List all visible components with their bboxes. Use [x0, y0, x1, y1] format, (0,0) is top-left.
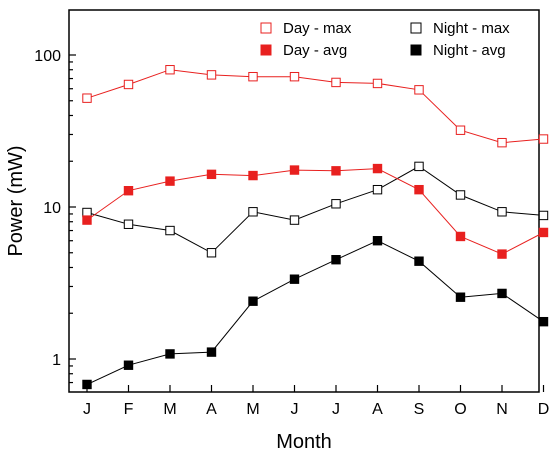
x-tick-label: N — [496, 401, 508, 418]
data-point — [538, 316, 549, 327]
data-point — [289, 165, 300, 175]
legend-label: Night - avg — [433, 42, 506, 59]
y-tick-label: 1 — [52, 352, 61, 369]
data-point — [538, 134, 549, 144]
series-line — [86, 168, 544, 255]
y-axis-label: Power (mW) — [5, 145, 27, 256]
data-point — [497, 288, 507, 299]
legend-label: Day - avg — [283, 42, 347, 59]
x-axis-label: Month — [276, 431, 332, 453]
data-point — [497, 137, 507, 148]
legend: Day - max Night - max Day - avg Night - avg — [260, 20, 510, 59]
legend-marker — [260, 44, 272, 56]
data-point — [497, 207, 507, 217]
data-point — [248, 170, 258, 181]
legend-marker — [410, 22, 422, 34]
series-1 — [82, 161, 549, 258]
series-0 — [82, 65, 549, 148]
data-point — [331, 255, 341, 265]
x-tick-label: J — [332, 401, 340, 418]
data-point — [206, 248, 217, 258]
data-point — [414, 256, 424, 266]
data-point — [123, 219, 134, 229]
data-point — [123, 79, 134, 90]
data-point — [414, 184, 424, 195]
legend-label: Night - max — [433, 20, 510, 37]
data-point — [455, 125, 466, 135]
data-point — [414, 161, 424, 172]
y-axis: 1 10 100 — [34, 48, 76, 384]
data-point — [82, 379, 92, 390]
data-point — [248, 71, 258, 82]
data-point — [455, 231, 466, 242]
data-point — [165, 65, 175, 75]
data-point — [372, 184, 383, 195]
x-tick-label: A — [206, 401, 217, 418]
data-point — [165, 176, 175, 186]
data-point — [372, 78, 383, 89]
series-2 — [82, 163, 549, 259]
data-point — [414, 85, 424, 95]
data-point — [331, 166, 341, 176]
series-line — [86, 240, 544, 385]
data-point — [82, 93, 92, 103]
data-point — [455, 190, 466, 200]
data-point — [372, 163, 383, 174]
series-line — [86, 69, 544, 144]
data-point — [372, 236, 383, 246]
data-point — [248, 207, 258, 217]
data-point — [538, 210, 549, 221]
y-tick-label: 100 — [34, 48, 61, 65]
data-point — [206, 70, 217, 80]
data-point — [82, 215, 92, 225]
data-point — [123, 186, 134, 196]
y-tick-label: 10 — [43, 200, 61, 217]
x-tick-label: J — [291, 401, 299, 418]
data-point — [165, 349, 175, 359]
plot-frame — [68, 9, 540, 393]
data-point — [289, 274, 300, 284]
data-point — [497, 249, 507, 259]
data-point — [206, 169, 217, 180]
x-tick-label: J — [83, 401, 91, 418]
x-tick-label: M — [246, 401, 259, 418]
series-3 — [82, 236, 549, 390]
x-tick-label: A — [372, 401, 383, 418]
x-tick-label: S — [414, 401, 425, 418]
data-point — [331, 77, 341, 88]
data-point — [331, 199, 341, 209]
series-line — [86, 165, 544, 254]
data-point — [123, 360, 134, 370]
plot-area — [82, 65, 549, 390]
legend-marker — [410, 44, 422, 56]
data-point — [289, 215, 300, 225]
data-point — [165, 225, 175, 236]
data-point — [206, 347, 217, 357]
x-tick-label: O — [454, 401, 466, 418]
data-point — [289, 71, 300, 82]
data-point — [455, 292, 466, 302]
legend-marker — [260, 22, 272, 34]
x-tick-label: D — [538, 401, 550, 418]
x-tick-label: M — [163, 401, 176, 418]
data-point — [538, 227, 549, 238]
data-point — [248, 296, 258, 306]
legend-label: Day - max — [283, 20, 352, 37]
x-tick-label: F — [124, 401, 134, 418]
